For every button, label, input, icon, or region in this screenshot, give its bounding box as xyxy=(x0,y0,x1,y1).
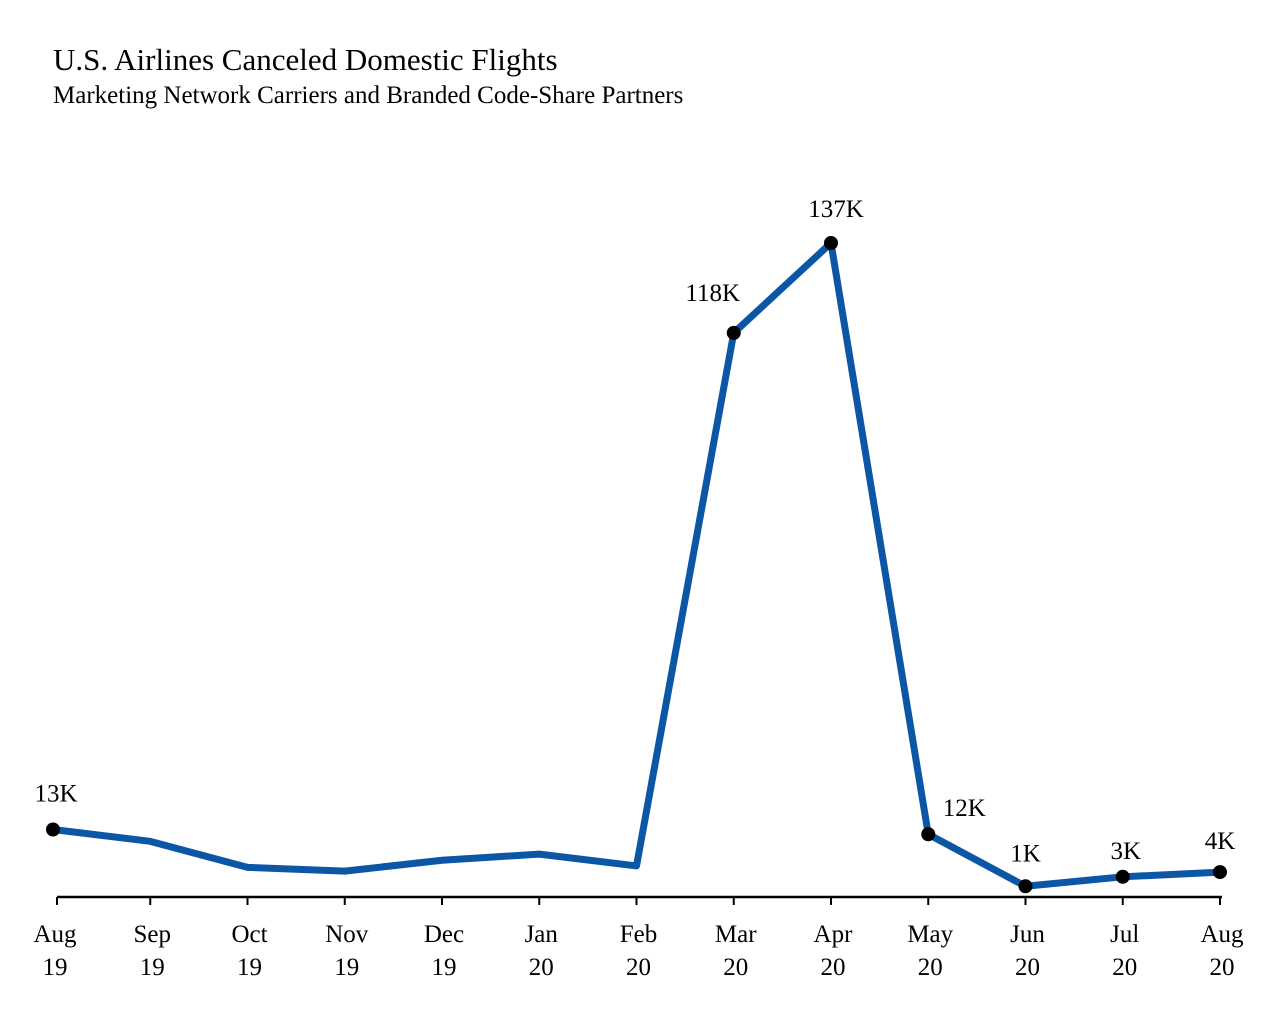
data-point-marker xyxy=(824,236,838,250)
x-tick-label-month: Aug xyxy=(1200,921,1244,948)
x-tick-label-month: Jan xyxy=(525,921,559,948)
data-point-marker xyxy=(1018,879,1033,894)
x-tick-label-month: Feb xyxy=(620,921,658,948)
data-label: 3K xyxy=(1110,838,1141,865)
x-tick-label-year: 20 xyxy=(529,954,554,981)
data-point-marker xyxy=(1115,869,1130,884)
x-tick-label-year: 19 xyxy=(237,954,262,981)
series-line xyxy=(49,239,1224,890)
x-tick-label-month: Nov xyxy=(325,921,369,948)
x-tick-label-month: Aug xyxy=(33,921,77,948)
x-tick-label-year: 20 xyxy=(626,954,651,981)
x-tick-label-year: 20 xyxy=(723,954,748,981)
x-tick-label-year: 20 xyxy=(918,954,943,981)
data-label: 13K xyxy=(34,781,77,808)
x-tick-label-month: Apr xyxy=(814,921,854,948)
x-tick-label-month: Jul xyxy=(1110,921,1139,948)
x-tick-label-year: 20 xyxy=(1210,954,1235,981)
data-point-marker xyxy=(921,827,936,842)
x-tick-label-year: 19 xyxy=(43,954,68,981)
data-point-marker xyxy=(46,822,60,837)
x-tick-label-year: 19 xyxy=(140,954,165,981)
x-tick-label-month: Oct xyxy=(231,921,267,948)
data-label: 12K xyxy=(943,795,986,822)
data-label: 118K xyxy=(685,280,740,307)
data-label: 4K xyxy=(1205,828,1236,855)
data-label: 1K xyxy=(1010,840,1041,867)
x-tick-label-month: Sep xyxy=(134,921,172,948)
x-tick-label-year: 20 xyxy=(821,954,846,981)
chart-title: U.S. Airlines Canceled Domestic Flights xyxy=(53,42,558,77)
x-tick-label-year: 20 xyxy=(1112,954,1137,981)
x-tick-label-month: Jun xyxy=(1010,921,1045,948)
data-point-marker xyxy=(726,325,741,340)
chart-subtitle: Marketing Network Carriers and Branded C… xyxy=(53,82,684,109)
x-tick-label-year: 19 xyxy=(432,954,457,981)
x-tick-label-month: Dec xyxy=(424,921,464,948)
x-tick-label-year: 20 xyxy=(1015,954,1040,981)
x-tick-label-year: 19 xyxy=(334,954,359,981)
x-tick-label-month: May xyxy=(907,921,953,948)
data-label: 137K xyxy=(808,196,864,223)
x-tick-label-month: Mar xyxy=(715,921,757,948)
data-point-marker xyxy=(1213,865,1227,880)
